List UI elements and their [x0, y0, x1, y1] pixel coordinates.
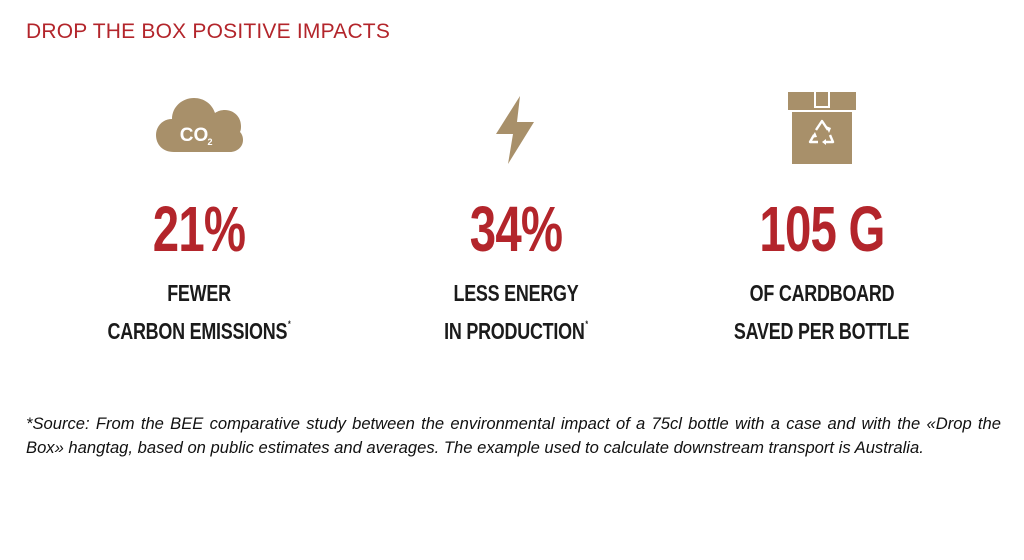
stat-carbon-emissions: CO 2 21% FEWER CARBON EMISSIONS*	[69, 86, 329, 366]
stat-value: 105 G	[759, 193, 885, 265]
svg-text:CO: CO	[180, 125, 209, 146]
svg-text:2: 2	[207, 137, 212, 147]
stat-energy: 34% LESS ENERGY IN PRODUCTION*	[386, 86, 646, 366]
impact-stats: CO 2 21% FEWER CARBON EMISSIONS* 34% LES…	[0, 86, 1024, 366]
lightning-bolt-icon	[496, 96, 534, 164]
stat-value: 21%	[152, 193, 246, 265]
page-title: DROP THE BOX POSITIVE IMPACTS	[26, 20, 391, 43]
co2-cloud-icon: CO 2	[156, 98, 243, 152]
stat-cardboard: 105 G OF CARDBOARD SAVED PER BOTTLE	[692, 86, 952, 366]
stat-description: LESS ENERGY IN PRODUCTION*	[444, 280, 588, 344]
source-footnote: *Source: From the BEE comparative study …	[26, 414, 1001, 457]
stat-description: FEWER CARBON EMISSIONS*	[107, 280, 291, 344]
stat-description: OF CARDBOARD SAVED PER BOTTLE	[733, 280, 910, 344]
recycled-cardboard-box-icon	[788, 92, 856, 164]
stat-value: 34%	[469, 193, 563, 265]
